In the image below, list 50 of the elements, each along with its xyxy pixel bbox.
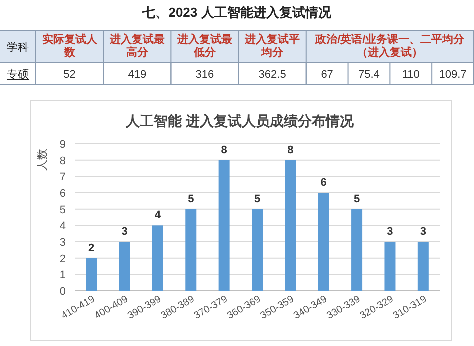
data-label: 8 [221, 144, 228, 156]
bar [119, 242, 130, 291]
data-label: 5 [254, 193, 261, 206]
y-tick-label: 7 [60, 172, 66, 184]
chart-title: 人工智能 进入复试人员成绩分布情况 [125, 113, 355, 129]
category-label: 实际复试人数 [41, 32, 98, 61]
y-tick-label: 5 [60, 204, 66, 216]
y-axis-title: 人数 [37, 149, 49, 171]
data-label: 5 [188, 193, 194, 206]
data-label: 3 [387, 226, 394, 238]
data-label: 3 [122, 226, 128, 238]
text: 109.7 [439, 69, 467, 81]
category-label: 进入复试平均分 [244, 32, 302, 61]
text: 362.5 [258, 69, 286, 81]
bar [186, 209, 197, 291]
y-tick-label: 8 [60, 155, 66, 168]
text: 67 [321, 69, 334, 81]
data-label: 4 [154, 210, 162, 222]
data-label: 2 [88, 242, 95, 254]
data-label: 8 [288, 144, 294, 156]
category-label: 专硕 [7, 69, 29, 81]
text: 419 [128, 69, 147, 81]
bar [384, 242, 396, 291]
data-label: 6 [320, 177, 327, 189]
category-label: 政治/英语/业务课一、二平均分（进入复试） [314, 32, 466, 61]
text: 52 [64, 69, 76, 81]
text: 学科 [7, 42, 29, 54]
y-tick-label: 9 [60, 139, 66, 151]
y-tick-label: 1 [60, 270, 66, 282]
y-tick-label: 2 [60, 253, 66, 266]
text: 75.4 [358, 69, 380, 81]
category-label: 进入复试最低分 [176, 32, 234, 61]
bar [418, 242, 429, 291]
text: 110 [402, 69, 420, 81]
bar [352, 209, 363, 291]
y-tick-label: 0 [60, 286, 66, 298]
data-label: 5 [354, 193, 360, 206]
category-label: 进入复试最高分 [108, 32, 166, 61]
y-tick-label: 6 [60, 188, 66, 200]
data-label: 3 [420, 226, 426, 238]
bar [318, 193, 330, 291]
bar [285, 160, 296, 291]
y-tick-label: 4 [60, 220, 66, 233]
text: 316 [196, 69, 214, 81]
text: 七、2023 人工智能进入复试情况 [142, 5, 332, 20]
bar [218, 160, 230, 291]
y-tick-label: 3 [60, 237, 66, 249]
bar [152, 226, 164, 291]
bar [252, 209, 263, 291]
bar [86, 258, 98, 291]
